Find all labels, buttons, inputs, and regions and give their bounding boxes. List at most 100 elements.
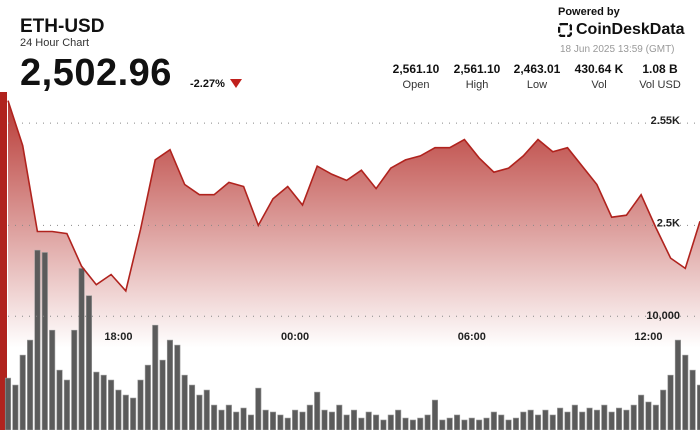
volume-bar bbox=[159, 359, 166, 430]
volume-bar bbox=[593, 409, 600, 430]
volume-bar bbox=[638, 394, 645, 430]
volume-bar bbox=[299, 411, 306, 430]
volume-bar bbox=[240, 407, 247, 430]
volume-bar bbox=[601, 404, 608, 430]
price-change: -2.27% bbox=[190, 78, 225, 90]
x-tick-label: 00:00 bbox=[281, 331, 309, 343]
volume-bar bbox=[269, 411, 277, 430]
stat-label: High bbox=[465, 79, 489, 91]
volume-bar bbox=[350, 409, 358, 430]
volume-bar bbox=[174, 344, 181, 430]
stat: 2,561.10 High bbox=[447, 62, 507, 91]
volume-bar bbox=[247, 414, 254, 430]
timestamp: 18 Jun 2025 13:59 (GMT) bbox=[560, 44, 675, 55]
stat-label: Low bbox=[526, 79, 548, 91]
brand-logo bbox=[558, 23, 572, 37]
volume-bar bbox=[505, 419, 512, 430]
volume-bar bbox=[56, 369, 63, 430]
volume-bar bbox=[336, 404, 343, 430]
volume-bar bbox=[520, 411, 527, 430]
volume-bar bbox=[27, 339, 34, 430]
symbol: ETH-USD bbox=[20, 16, 105, 37]
volume-bar bbox=[373, 414, 380, 430]
volume-bar bbox=[211, 404, 218, 430]
volume-bar bbox=[615, 407, 623, 430]
volume-bar bbox=[358, 417, 365, 430]
stat-value: 1.08 B bbox=[642, 62, 678, 76]
powered-by: Powered by bbox=[558, 6, 620, 18]
volume-bar bbox=[461, 419, 468, 430]
volume-bar bbox=[321, 409, 328, 430]
volume-bar bbox=[380, 419, 387, 430]
volume-bar bbox=[498, 414, 505, 430]
stat-value: 430.64 K bbox=[574, 62, 624, 76]
volume-bar bbox=[78, 268, 85, 430]
volume-bar bbox=[71, 329, 78, 430]
volume-bar bbox=[608, 411, 615, 430]
price-line bbox=[7, 100, 700, 293]
volume-bar bbox=[696, 384, 700, 430]
volume-bar bbox=[579, 411, 586, 430]
x-tick-label: 18:00 bbox=[104, 331, 132, 343]
volume-bar bbox=[306, 404, 313, 430]
volume-bar bbox=[571, 404, 578, 430]
stat: 2,463.01 Low bbox=[507, 62, 567, 91]
volume-bar bbox=[166, 339, 173, 430]
volume-bar bbox=[63, 379, 70, 430]
stat-label: Open bbox=[402, 79, 430, 91]
volume-bar bbox=[34, 249, 41, 430]
volume-bar bbox=[262, 409, 269, 430]
volume-bar bbox=[387, 414, 394, 430]
volume-bar bbox=[689, 369, 696, 430]
volume-bar bbox=[549, 414, 556, 430]
stat: 2,561.10 Open bbox=[386, 62, 446, 91]
volume-bar bbox=[564, 411, 571, 430]
accent-bar bbox=[0, 92, 7, 430]
stat: 1.08 B Vol USD bbox=[630, 62, 690, 91]
volume-bar bbox=[152, 324, 159, 430]
x-tick-label: 12:00 bbox=[634, 331, 662, 343]
down-arrow bbox=[230, 79, 242, 88]
volume-bar bbox=[439, 419, 446, 430]
volume-bar bbox=[431, 399, 439, 430]
volume-bar bbox=[652, 404, 659, 430]
volume-bar bbox=[630, 404, 637, 430]
volume-bar bbox=[100, 374, 107, 430]
stat-value: 2,561.10 bbox=[392, 62, 440, 76]
volume-bar bbox=[424, 414, 431, 430]
volume-bar bbox=[660, 389, 667, 430]
current-price: 2,502.96 bbox=[20, 52, 172, 94]
brand: CoinDeskData bbox=[558, 21, 684, 39]
volume-bar bbox=[446, 417, 453, 430]
volume-bar bbox=[218, 409, 225, 430]
volume-bar bbox=[181, 374, 188, 430]
volume-bar bbox=[225, 404, 232, 430]
volume-bar bbox=[667, 374, 674, 430]
volume-bar bbox=[490, 411, 497, 430]
volume-bar bbox=[454, 414, 461, 430]
stat-value: 2,463.01 bbox=[513, 62, 561, 76]
volume-bar bbox=[130, 397, 137, 430]
volume-bar bbox=[292, 409, 299, 430]
subtitle: 24 Hour Chart bbox=[20, 37, 90, 49]
volume-bar bbox=[365, 411, 372, 430]
volume-bar bbox=[535, 414, 542, 430]
volume-bar bbox=[19, 354, 26, 430]
volume-bar bbox=[41, 252, 48, 430]
volume-bar bbox=[233, 411, 240, 430]
volume-bar bbox=[417, 417, 424, 430]
stat-label: Vol bbox=[591, 79, 607, 91]
volume-bar bbox=[12, 384, 19, 430]
stat-value: 2,561.10 bbox=[453, 62, 501, 76]
volume-bar bbox=[328, 411, 335, 430]
volume-bar bbox=[586, 407, 593, 430]
volume-bar bbox=[682, 354, 689, 430]
volume-bar bbox=[645, 401, 652, 430]
volume-bar bbox=[203, 389, 210, 430]
y-tick-label: 10,000 bbox=[646, 310, 680, 322]
volume-bar bbox=[527, 409, 534, 430]
stat-label: Vol USD bbox=[639, 79, 681, 91]
volume-bar bbox=[49, 329, 56, 430]
